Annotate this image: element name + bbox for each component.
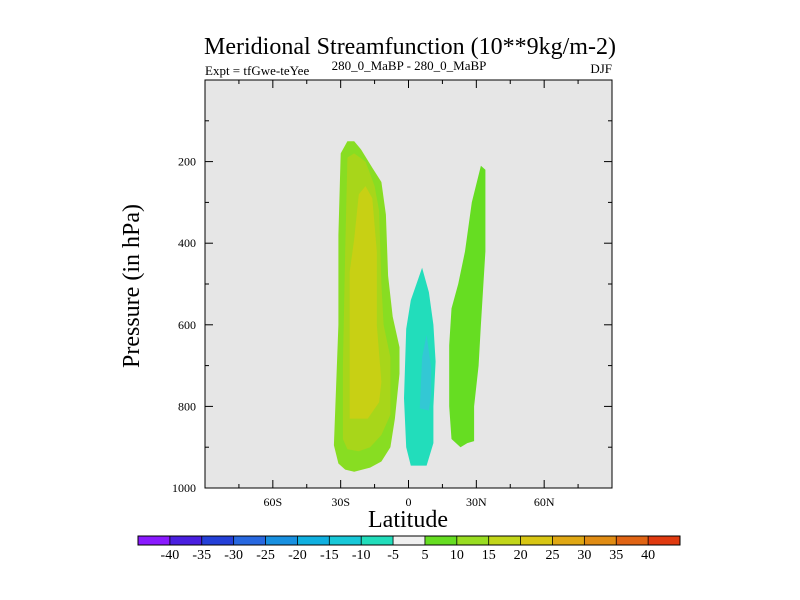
experiment-label: Expt = tfGwe-teYee (205, 63, 309, 78)
colorbar-label: 10 (450, 548, 464, 563)
tick-layer: 60S 30S 0 30N 60N 200 400 600 800 1000 (172, 80, 612, 509)
colorbar-label: -40 (161, 548, 180, 563)
colorbar-label: -30 (224, 548, 243, 563)
chart-title: Meridional Streamfunction (10**9kg/m-2) (204, 34, 616, 60)
y-tick-label: 1000 (172, 481, 196, 495)
colorbar-swatch (552, 536, 585, 545)
contour-sh-cell-20 (349, 186, 382, 419)
colorbar-swatch (265, 536, 298, 545)
plot-area: 60S 30S 0 30N 60N 200 400 600 800 1000 (172, 79, 613, 509)
colorbar-label: -35 (192, 548, 211, 563)
colorbar-swatch (584, 536, 617, 545)
colorbar-swatch (361, 536, 394, 545)
colorbar-swatch (233, 536, 266, 545)
contour-layer (333, 141, 486, 472)
colorbar-label: 40 (641, 548, 655, 563)
comparison-label: 280_0_MaBP - 280_0_MaBP (332, 58, 487, 73)
y-tick-label: 800 (178, 399, 196, 413)
colorbar-label: 20 (514, 548, 528, 563)
colorbar-swatch (329, 536, 362, 545)
colorbar-swatch (648, 536, 681, 545)
colorbar-label: -10 (352, 548, 371, 563)
colorbar-label: 30 (577, 548, 591, 563)
y-tick-label: 400 (178, 236, 196, 250)
contour-nh-cell-10 (449, 165, 486, 448)
colorbar-swatch (201, 536, 235, 545)
x-tick-label: 60N (534, 495, 555, 509)
contour-eq-cell-minus10 (419, 335, 432, 411)
y-tick-label: 200 (178, 155, 196, 169)
x-axis-label: Latitude (368, 507, 448, 533)
y-axis-label: Pressure (in hPa) (119, 204, 145, 368)
colorbar-label: 15 (482, 548, 496, 563)
colorbar-label: -15 (320, 548, 339, 563)
colorbar-swatch (520, 536, 553, 545)
colorbar-swatch (488, 536, 521, 545)
y-tick-label: 600 (178, 318, 196, 332)
colorbar-swatch (616, 536, 649, 545)
colorbar-swatch (169, 536, 203, 545)
colorbar-label: 25 (545, 548, 559, 563)
x-tick-label: 30S (331, 495, 350, 509)
colorbar-swatch (424, 536, 458, 545)
colorbar-swatch (456, 536, 490, 545)
colorbar-swatch (297, 536, 330, 545)
x-tick-label: 30N (466, 495, 487, 509)
colorbar-frame (137, 535, 681, 546)
x-tick-label: 60S (263, 495, 282, 509)
colorbar: -40 -35 -30 -25 -20 -15 -10 -5 5 10 15 20 25 30 35 40 (137, 535, 681, 563)
colorbar-label: -25 (256, 548, 275, 563)
x-tick-label: 0 (406, 495, 412, 509)
colorbar-swatch (393, 536, 426, 545)
colorbar-label: -5 (387, 548, 399, 563)
colorbar-label: 5 (421, 548, 428, 563)
contour-eq-cell-minus5 (404, 267, 436, 466)
season-label: DJF (590, 61, 612, 76)
colorbar-label: -20 (288, 548, 307, 563)
colorbar-swatch (138, 536, 171, 545)
colorbar-label: 35 (609, 548, 623, 563)
